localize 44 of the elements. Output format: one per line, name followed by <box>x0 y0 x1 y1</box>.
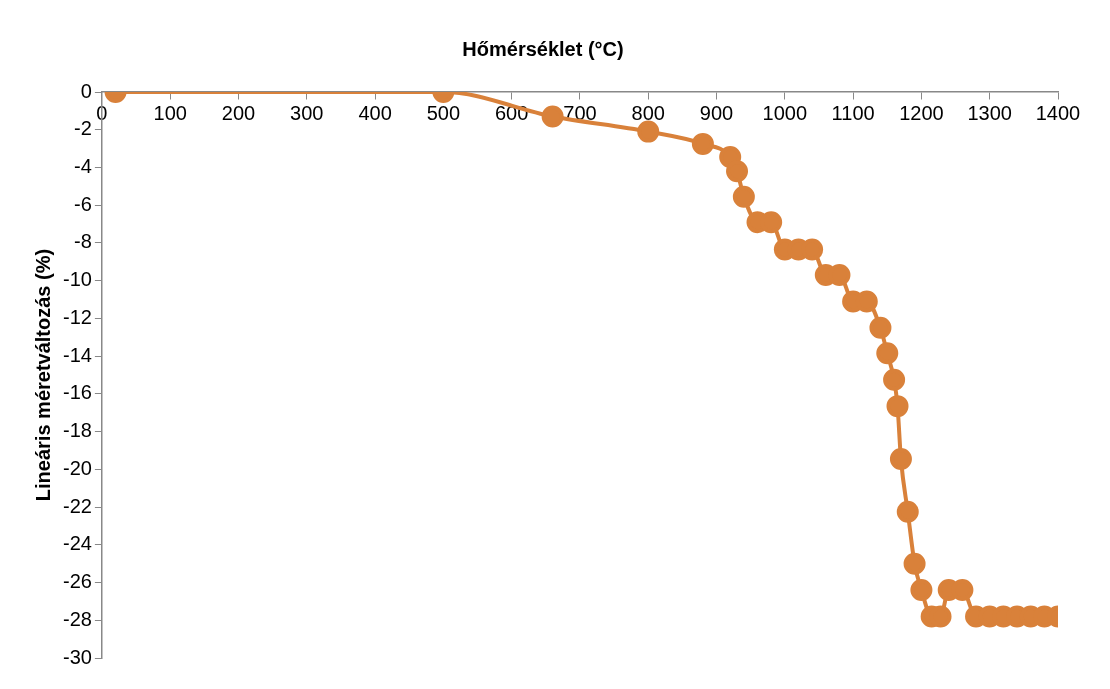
x-tick-label: 900 <box>699 101 734 124</box>
point <box>691 132 714 155</box>
x-tick-label: 1200 <box>899 101 944 124</box>
point <box>732 185 755 208</box>
x-tick-label: 400 <box>358 101 392 124</box>
x-axis-title: Hőmérséklet (°C) <box>462 37 624 60</box>
x-tick-label: 500 <box>426 101 461 124</box>
y-tick-label: -2 <box>74 117 92 140</box>
x-tick-label: 100 <box>153 101 187 124</box>
point <box>726 160 749 183</box>
y-tick-label: -6 <box>74 192 92 215</box>
y-tick-label: 0 <box>80 79 92 102</box>
point <box>541 105 564 128</box>
y-tick-label: -14 <box>63 343 92 366</box>
point <box>896 500 919 523</box>
x-tick-label: 800 <box>631 101 665 124</box>
y-tick-label: -26 <box>63 570 92 593</box>
y-axis-title: Lineáris méretváltozás (%) <box>31 248 54 502</box>
x-tick-label: 700 <box>563 101 597 124</box>
x-tick-label: 1300 <box>967 101 1012 124</box>
point <box>876 342 899 365</box>
y-tick-label: -30 <box>63 645 92 668</box>
y-tick-label: -4 <box>74 154 92 177</box>
y-tick-label: -16 <box>63 381 92 404</box>
y-tick-label: -8 <box>74 230 92 253</box>
point <box>889 447 912 470</box>
point <box>886 395 909 418</box>
x-tick-label: 1100 <box>831 101 875 124</box>
point <box>903 552 926 575</box>
point <box>883 368 906 391</box>
y-tick-label: -18 <box>63 419 92 442</box>
x-tick-label: 1400 <box>1035 101 1081 124</box>
x-tick-label: 300 <box>290 101 324 124</box>
y-tick-label: -28 <box>63 607 92 630</box>
y-tick-label: -12 <box>63 305 92 328</box>
y-tick-label: -20 <box>63 456 92 479</box>
point <box>910 579 933 602</box>
y-tick-label: -10 <box>63 268 92 291</box>
y-tick-label: -22 <box>63 494 92 517</box>
x-tick-label: 1000 <box>762 101 808 124</box>
x-tick-label: 200 <box>221 101 256 124</box>
point <box>637 120 660 143</box>
y-tick-label: -24 <box>63 532 92 555</box>
point <box>869 316 892 339</box>
